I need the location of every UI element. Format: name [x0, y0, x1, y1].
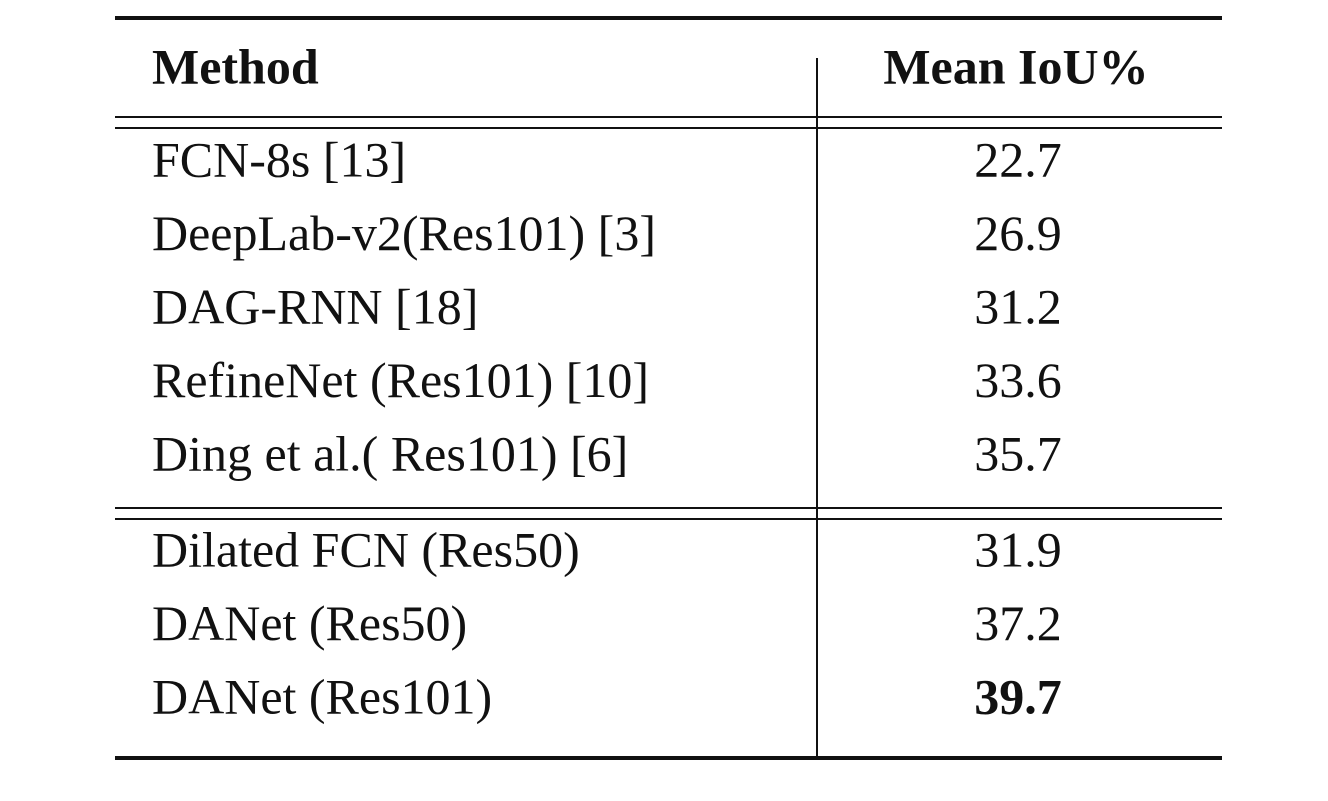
- score-cell: 39.7: [974, 668, 1062, 724]
- score-cell: 31.9: [974, 521, 1062, 577]
- method-cell: DeepLab-v2(Res101) [3]: [152, 205, 656, 261]
- score-cell: 33.6: [974, 352, 1062, 408]
- score-cell: 26.9: [974, 205, 1062, 261]
- method-cell: Ding et al.( Res101) [6]: [152, 425, 628, 481]
- score-cell: 35.7: [974, 425, 1062, 481]
- header-cell: Mean IoU%: [883, 38, 1148, 94]
- method-cell: DANet (Res50): [152, 595, 467, 651]
- method-cell: DANet (Res101): [152, 668, 492, 724]
- method-cell: DAG-RNN [18]: [152, 278, 478, 334]
- score-cell: 31.2: [974, 278, 1062, 334]
- method-cell: FCN-8s [13]: [152, 131, 406, 187]
- method-cell: RefineNet (Res101) [10]: [152, 352, 649, 408]
- score-cell: 22.7: [974, 131, 1062, 187]
- header-cell: Method: [152, 38, 319, 94]
- score-cell: 37.2: [974, 595, 1062, 651]
- method-cell: Dilated FCN (Res50): [152, 521, 580, 577]
